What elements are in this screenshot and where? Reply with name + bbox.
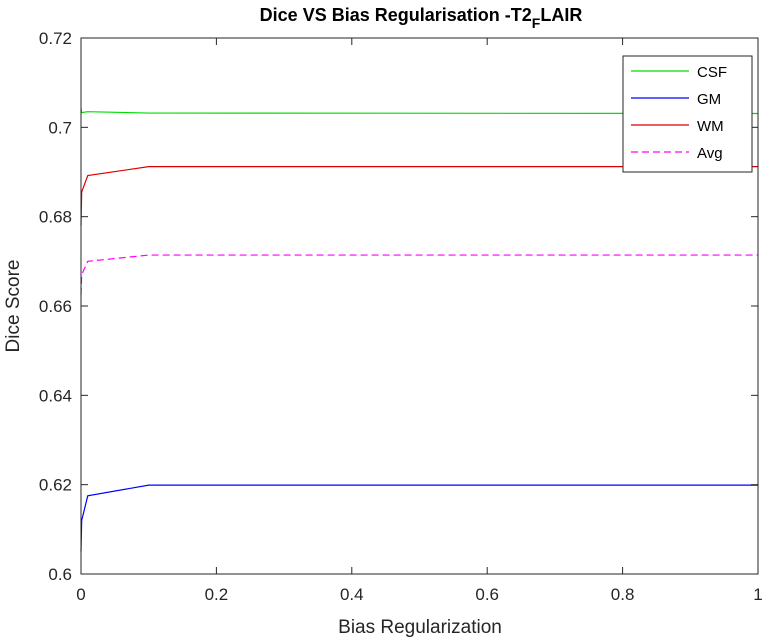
legend-label-csf: CSF xyxy=(697,64,727,81)
chart-title-subscript: F xyxy=(532,15,541,31)
tick-labels: 0 0.2 0.4 0.6 0.8 1 0.6 0.62 0.64 0.66 0.68 0.7 0.72 xyxy=(39,29,763,604)
y-tick-label: 0.7 xyxy=(48,118,72,137)
y-tick-label: 0.6 xyxy=(48,565,72,584)
y-tick-label: 0.64 xyxy=(39,386,72,405)
x-tick-label: 1 xyxy=(753,585,762,604)
x-tick-label: 0.2 xyxy=(205,585,229,604)
legend: CSF GM WM Avg xyxy=(622,55,753,173)
x-tick-label: 0.8 xyxy=(611,585,635,604)
x-tick-label: 0.4 xyxy=(340,585,364,604)
axes-layer xyxy=(80,37,759,575)
y-axis-label: Dice Score xyxy=(3,260,24,353)
y-tick-label: 0.66 xyxy=(39,297,72,316)
chart-title-tail: LAIR xyxy=(540,5,582,25)
x-tick-label: 0 xyxy=(76,585,85,604)
chart-title: Dice VS Bias Regularisation -T2FLAIR xyxy=(260,5,583,31)
y-tick-label: 0.62 xyxy=(39,476,72,495)
y-tick-label: 0.68 xyxy=(39,208,72,227)
legend-box xyxy=(622,55,753,173)
legend-label-avg: Avg xyxy=(697,145,723,162)
x-tick-label: 0.6 xyxy=(475,585,499,604)
legend-label-wm: WM xyxy=(697,118,724,135)
legend-label-gm: GM xyxy=(697,91,721,108)
y-tick-label: 0.72 xyxy=(39,29,72,48)
x-axis-label: Bias Regularization xyxy=(338,617,502,638)
chart-title-main: Dice VS Bias Regularisation -T2 xyxy=(260,5,532,25)
